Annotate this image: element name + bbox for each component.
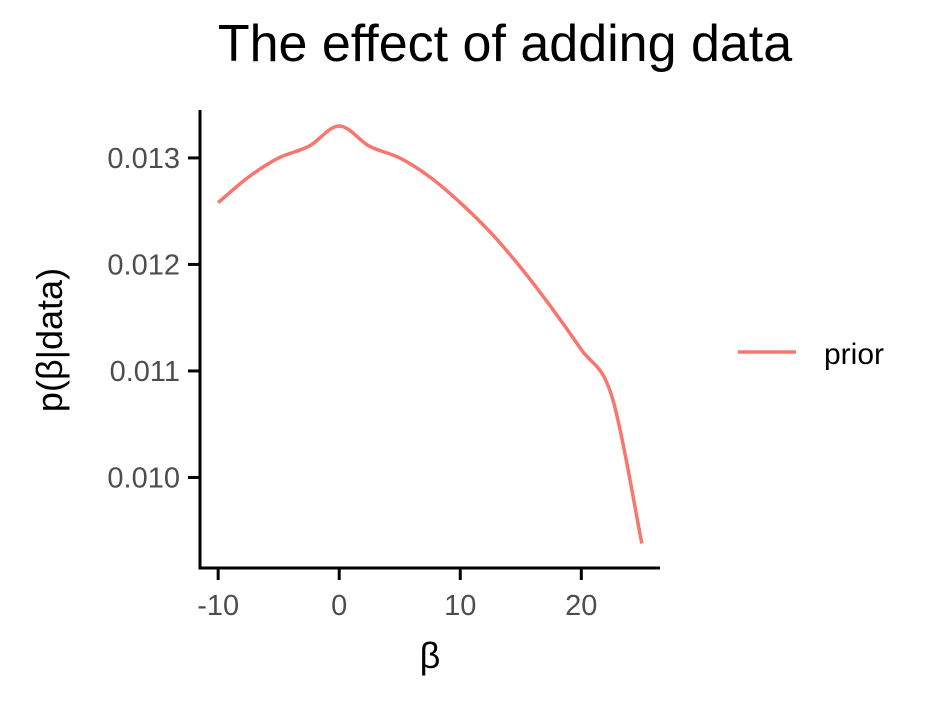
y-axis-ticks: 0.010 0.011 0.012 0.013	[107, 143, 200, 494]
y-tick-label: 0.012	[107, 249, 180, 281]
y-tick-label: 0.013	[107, 143, 180, 175]
legend-label-prior: prior	[824, 338, 884, 371]
x-tick-label: -10	[197, 590, 239, 622]
plot-area	[217, 124, 644, 544]
x-tick-label: 10	[444, 590, 476, 622]
x-axis-ticks: -10 0 10 20	[197, 568, 597, 622]
x-tick-label: 0	[331, 590, 347, 622]
y-axis-title: p(β|data)	[29, 268, 70, 412]
y-tick-label: 0.010	[107, 462, 180, 494]
legend: prior	[738, 338, 884, 371]
x-axis-title: β	[420, 635, 441, 676]
x-tick-label: 20	[565, 590, 597, 622]
chart-title: The effect of adding data	[217, 15, 793, 73]
series-line-prior	[217, 124, 644, 544]
y-tick-label: 0.011	[110, 356, 180, 388]
